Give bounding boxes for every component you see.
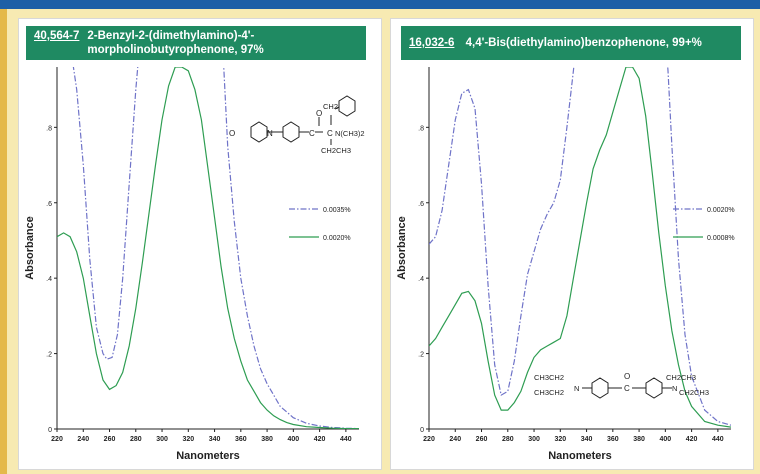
plot-area: 0 .2 .4 .6 .8 220 240 260 280 300 320 340 360 380 400 4… — [24, 67, 359, 462]
quaternary-carbon-label: C — [327, 129, 333, 138]
plot-area: 0 .2 .4 .6 .8 220 240 260 280 300 320 340 360 380 400 4… — [396, 67, 735, 462]
uv-spectrum-chart: 0 .2 .4 .6 .8 220 240 260 280 300 320 340 360 380 400 4… — [396, 67, 735, 462]
benzene-ring-left — [591, 377, 609, 399]
x-tick-label: 360 — [607, 436, 619, 443]
y-tick-label: .2 — [46, 352, 52, 359]
x-tick-label: 300 — [528, 436, 540, 443]
x-tick-label: 240 — [449, 436, 461, 443]
carbonyl-oxygen-label: O — [624, 372, 630, 381]
x-tick-label: 280 — [130, 436, 142, 443]
series-group — [429, 67, 731, 428]
x-tick-label: 380 — [633, 436, 645, 443]
nitrogen-label: N — [672, 384, 677, 393]
y-tick-label: .4 — [46, 276, 52, 283]
spectrum-panel-left: 40,564-7 2-Benzyl-2-(dimethylamino)-4'- … — [18, 18, 382, 470]
x-tick-label: 220 — [423, 436, 435, 443]
x-tick-label: 400 — [288, 436, 300, 443]
y-tick-label: .4 — [418, 276, 424, 283]
compound-header: 40,564-7 2-Benzyl-2-(dimethylamino)-4'- … — [26, 26, 366, 60]
carbonyl-carbon-label: C — [309, 129, 315, 138]
x-tick-label: 340 — [209, 436, 221, 443]
y-tick-label: 0 — [48, 427, 52, 434]
carbonyl-carbon-label: C — [624, 384, 630, 393]
x-tick-label: 440 — [340, 436, 352, 443]
y-axis-label: Absorbance — [24, 216, 36, 280]
uv-spectrum-chart: 0 .2 .4 .6 .8 220 240 260 280 300 320 340 360 380 400 4… — [24, 67, 365, 462]
x-tick-label: 280 — [502, 436, 514, 443]
compound-header: 16,032-6 4,4'-Bis(diethylamino)benzophen… — [401, 26, 741, 60]
y-tick-label: .6 — [418, 201, 424, 208]
series-line-dashed — [667, 67, 731, 426]
legend-label: 0.0020% — [707, 207, 735, 214]
benzene-ring-right — [645, 377, 663, 399]
x-axis-label: Nanometers — [548, 450, 612, 462]
x-tick-label: 260 — [476, 436, 488, 443]
ethyl-label: CH2CH3 — [666, 373, 696, 382]
x-tick-label: 240 — [77, 436, 89, 443]
spectrum-panel-right: 16,032-6 4,4'-Bis(diethylamino)benzophen… — [390, 18, 754, 470]
y-tick-label: .8 — [418, 125, 424, 132]
series-line-dashed — [223, 67, 359, 429]
series-line-dashed — [57, 67, 139, 360]
top-border — [0, 0, 760, 9]
carbonyl-oxygen-label: O — [316, 109, 322, 118]
x-tick-label: 380 — [261, 436, 273, 443]
ethyl-label: CH3CH2 — [534, 373, 564, 382]
x-tick-label: 420 — [686, 436, 698, 443]
morpholine-ring — [250, 121, 268, 143]
ethyl-label: CH3CH2 — [534, 388, 564, 397]
x-axis-label: Nanometers — [176, 450, 240, 462]
x-tick-label: 300 — [156, 436, 168, 443]
methylene-label: CH2 — [323, 102, 338, 111]
legend-label: 0.0020% — [323, 235, 351, 242]
series-line-solid — [57, 67, 359, 429]
y-axis-label: Absorbance — [396, 216, 408, 280]
x-tick-label: 420 — [314, 436, 326, 443]
x-tick-label: 320 — [554, 436, 566, 443]
ethyl-label: CH2CH3 — [321, 146, 351, 155]
nitrogen-label: N — [574, 384, 579, 393]
ethyl-label: CH2CH3 — [679, 388, 709, 397]
series-line-dashed — [429, 67, 575, 397]
oxygen-label: O — [229, 129, 235, 138]
series-group — [57, 67, 359, 429]
y-tick-label: .8 — [46, 125, 52, 132]
left-border — [0, 9, 7, 474]
benzyl-ring — [338, 95, 356, 117]
x-tick-label: 360 — [235, 436, 247, 443]
x-tick-label: 320 — [182, 436, 194, 443]
x-tick-label: 440 — [712, 436, 724, 443]
x-tick-label: 400 — [660, 436, 672, 443]
dimethylamino-label: N(CH3)2 — [335, 129, 365, 138]
y-tick-label: .2 — [418, 352, 424, 359]
series-line-solid — [429, 67, 731, 428]
legend-label: 0.0035% — [323, 207, 351, 214]
structure-diagram: O N C O C N(CH3)2 CH2 CH2CH3 — [229, 95, 365, 155]
catalog-number[interactable]: 16,032-6 — [409, 37, 455, 49]
x-tick-label: 340 — [581, 436, 593, 443]
x-tick-label: 220 — [51, 436, 63, 443]
compound-name: 4,4'-Bis(diethylamino)benzophenone, 99+% — [465, 37, 702, 49]
y-tick-label: .6 — [46, 201, 52, 208]
benzene-ring — [282, 121, 300, 143]
y-tick-label: 0 — [420, 427, 424, 434]
nitrogen-label: N — [267, 129, 273, 138]
compound-name: 2-Benzyl-2-(dimethylamino)-4'- morpholin… — [87, 30, 264, 56]
x-tick-label: 260 — [104, 436, 116, 443]
structure-diagram: CH3CH2 N CH3CH2 O C CH2CH3 N CH2CH3 — [534, 372, 709, 399]
legend-label: 0.0008% — [707, 235, 735, 242]
catalog-number[interactable]: 40,564-7 — [34, 30, 80, 42]
